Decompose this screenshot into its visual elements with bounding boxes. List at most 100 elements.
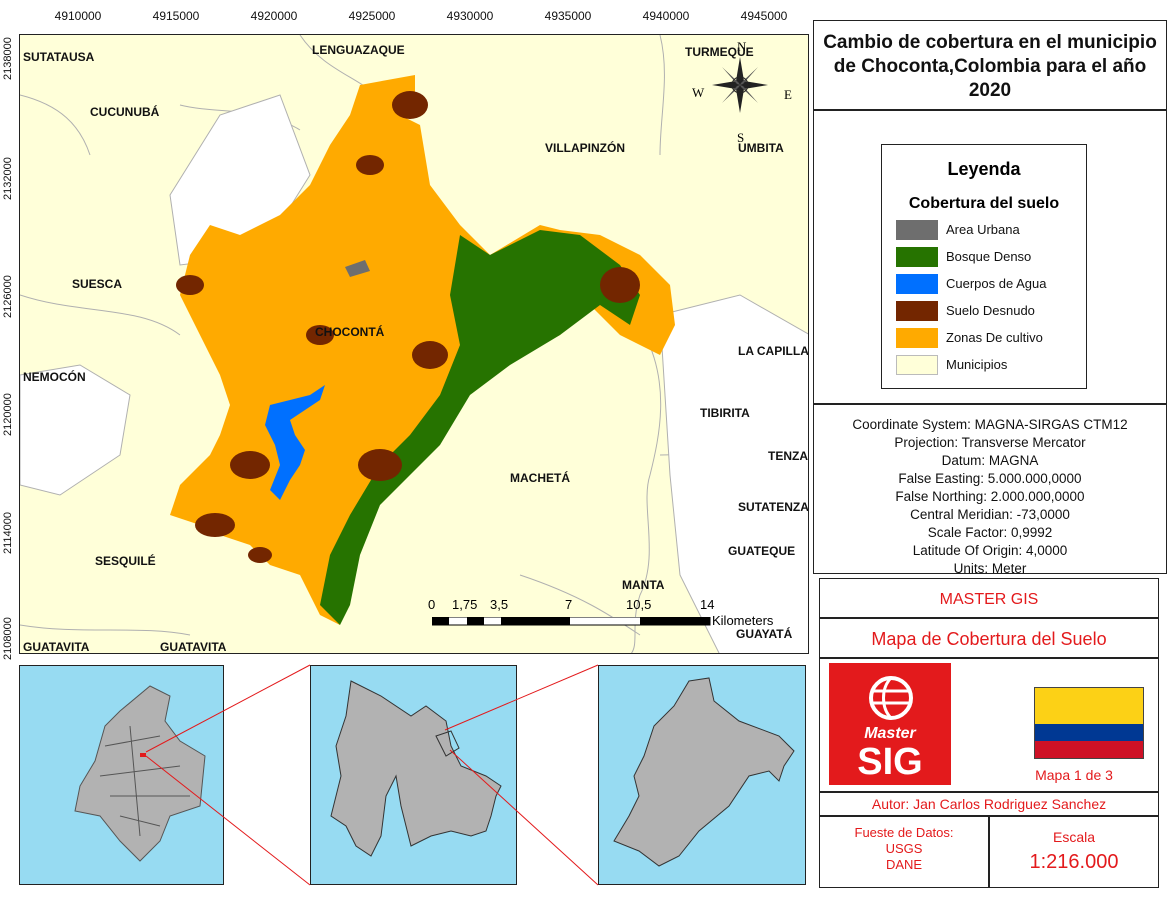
flag-yellow-band [1035,688,1143,724]
source-item: DANE [885,857,923,872]
y-tick: 2126000 [2,275,14,318]
legend-panel: Leyenda Cobertura del suelo Area Urbana … [813,110,1167,404]
colombia-shape [74,685,206,862]
muni-label: TENZA [768,449,808,463]
coord-line: Projection: Transverse Mercator [894,435,1086,450]
department-shape [330,680,502,857]
muni-label: TIBIRITA [700,406,750,420]
legend-label: Area Urbana [946,222,1020,237]
muni-label: SUESCA [72,277,123,291]
x-tick: 4915000 [152,9,200,23]
white-areas [20,94,808,653]
x-tick: 4940000 [642,9,690,23]
muni-label: CUCUNUBÁ [90,105,160,119]
map-title-box: Mapa de Cobertura del Suelo [819,618,1159,658]
inset-department [310,665,517,885]
scale-label: 7 [565,597,573,612]
x-tick: 4910000 [54,9,102,23]
legend-swatch [896,220,938,240]
muni-label: UMBITA [738,141,784,155]
muni-label: SESQUILÉ [95,554,156,568]
main-map-frame: N S W E SUTATAUSA LENGUAZAQUE TURMEQUE C… [19,34,809,654]
municipality-shape [613,677,795,867]
y-tick: 2138000 [2,37,14,80]
scale-label: 0 [428,597,436,612]
y-tick: 2114000 [2,511,14,554]
globe-icon [869,676,913,720]
org-name: MASTER GIS [939,591,1039,608]
source-item: USGS [885,841,923,856]
inset-colombia [19,665,224,885]
coord-line: False Easting: 5.000.000,0000 [898,471,1082,486]
x-tick: 4930000 [446,9,494,23]
choconta-bosque-area [320,230,640,625]
scale-label: 14 [700,597,715,612]
coord-line: Central Meridian: -73,0000 [910,507,1070,522]
muni-label: GUATAVITA [160,640,227,654]
logo-text-bottom: SIG [857,741,923,783]
coord-line: Scale Factor: 0,9992 [927,525,1053,540]
sources-box: Fueste de Datos: USGS DANE [819,816,989,888]
legend-swatch [896,301,938,321]
map-number: Mapa 1 de 3 [1035,767,1113,783]
legend-label: Bosque Denso [946,249,1032,264]
water-body [265,385,325,500]
y-tick: 2132000 [2,157,14,200]
flag-red-band [1035,741,1143,758]
scale-bar: 0 1,75 3,5 7 10,5 14 Kilometers [428,597,808,637]
sources-label: Fueste de Datos: [854,825,954,840]
map-subtitle: Mapa de Cobertura del Suelo [871,629,1107,649]
logo-text-top: Master [864,725,916,742]
muni-label: GUATAVITA [23,640,90,654]
muni-label: VILLAPINZÓN [545,141,625,155]
compass-e: E [784,87,792,102]
suelo-desnudo-patches [176,91,640,563]
scale-box: Escala 1:216.000 [989,816,1159,888]
scale-bar-graphic [432,617,711,626]
scale-label: 1,75 [452,597,478,612]
muni-label: NEMOCÓN [23,370,86,384]
legend-box: Leyenda Cobertura del suelo Area Urbana … [881,144,1087,389]
master-sig-logo: Master SIG [829,663,951,785]
coord-line: Datum: MAGNA [941,453,1039,468]
x-tick: 4935000 [544,9,592,23]
muni-label: CHOCONTÁ [315,325,385,339]
author-text: Autor: Jan Carlos Rodriguez Sanchez [871,796,1107,812]
muni-label: MANTA [622,578,665,592]
scale-value: 1:216.000 [1029,851,1119,873]
inset-municipality [598,665,806,885]
legend-label: Cuerpos de Agua [946,276,1047,291]
scale-unit: Kilometers [712,613,774,628]
legend-swatch [896,355,938,375]
coord-line: Latitude Of Origin: 4,0000 [912,543,1068,558]
legend-swatch [896,247,938,267]
map-main-title: Cambio de cobertura en el municipio de C… [823,32,1157,101]
scale-label: 3,5 [490,597,509,612]
legend-subtitle: Cobertura del suelo [908,195,1060,212]
muni-label: GUAYATÁ [736,627,793,641]
logo-flag-box: Master SIG Mapa 1 de 3 [819,658,1159,792]
legend-title: Leyenda [947,159,1021,179]
coordinate-info-panel: Coordinate System: MAGNA-SIRGAS CTM12 Pr… [813,404,1167,576]
muni-label: GUATEQUE [728,544,796,558]
colombia-flag [1034,687,1144,759]
y-tick: 2120000 [2,393,14,436]
title-box: Cambio de cobertura en el municipio de C… [813,20,1167,110]
x-tick: 4920000 [250,9,298,23]
x-tick: 4925000 [348,9,396,23]
compass-s: S [737,130,745,145]
muni-label: SUTATENZA [738,500,809,514]
muni-label: LA CAPILLA [738,344,809,358]
muni-label: LENGUAZAQUE [312,43,405,57]
compass-n: N [737,39,747,54]
compass-w: W [692,85,705,100]
scale-label: 10,5 [626,597,652,612]
org-box: MASTER GIS [819,578,1159,618]
author-box: Autor: Jan Carlos Rodriguez Sanchez [819,792,1159,816]
muni-label: TURMEQUE [685,45,754,59]
scale-label: Escala [1052,829,1096,845]
main-map-svg [20,35,808,653]
y-tick: 2108000 [2,617,14,660]
flag-blue-band [1035,724,1143,741]
legend-swatch [896,274,938,294]
